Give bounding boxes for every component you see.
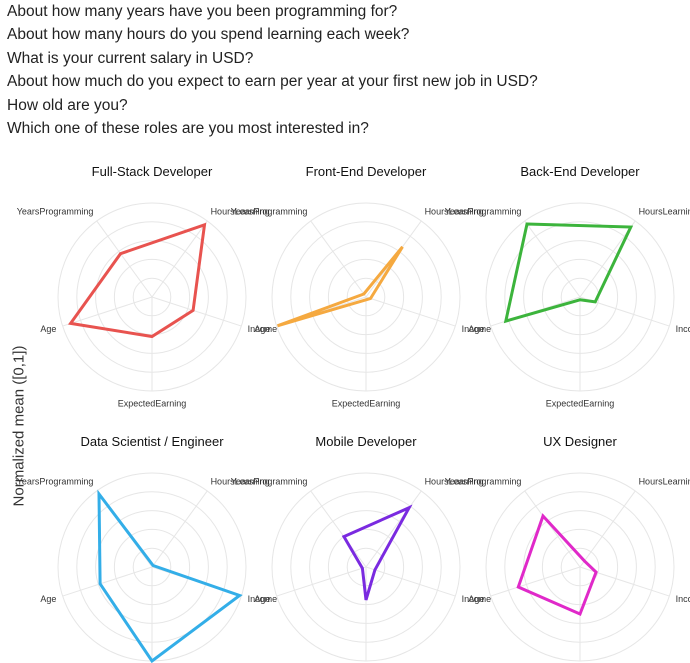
axis-label-income: Income: [462, 594, 492, 604]
axis-label-hourslearning: HoursLearning: [211, 206, 270, 216]
axis-label-hourslearning: HoursLearning: [425, 206, 484, 216]
axis-label-hourslearning: HoursLearning: [639, 206, 690, 216]
grid-spoke: [62, 296, 153, 327]
series-polygon-data-scientist-engineer: [97, 489, 243, 663]
axis-label-income: Income: [462, 324, 492, 334]
axis-label-income: Income: [248, 324, 278, 334]
grid-spoke: [96, 220, 153, 298]
axis-label-income: Income: [676, 324, 690, 334]
panel-title: Mobile Developer: [315, 434, 417, 449]
grid-spoke: [276, 566, 367, 597]
question-current-salary: What is your current salary in USD?: [7, 49, 254, 67]
axis-label-yearsprogramming: YearsProgramming: [445, 476, 522, 486]
axis-label-yearsprogramming: YearsProgramming: [445, 206, 522, 216]
grid-spoke: [524, 220, 581, 298]
grid-spoke: [365, 566, 456, 597]
grid-spoke: [524, 490, 581, 568]
axis-label-income: Income: [248, 594, 278, 604]
question-age: How old are you?: [7, 96, 128, 114]
question-years-programming: About how many years have you been progr…: [7, 3, 398, 20]
question-hours-learning: About how many hours do you spend learni…: [7, 26, 410, 44]
grid-spoke: [62, 566, 153, 597]
grid-spoke: [151, 220, 208, 298]
series-polygon-ux-designer: [516, 513, 598, 617]
axis-label-age: Age: [468, 324, 484, 334]
grid-spoke: [151, 296, 242, 327]
series-polygon-back-end-developer: [503, 222, 634, 324]
axis-label-expectedearning: ExpectedEarning: [332, 399, 401, 409]
axis-label-age: Age: [254, 594, 270, 604]
axis-label-yearsprogramming: YearsProgramming: [231, 476, 308, 486]
grid-spoke: [310, 220, 367, 298]
axis-label-yearsprogramming: YearsProgramming: [231, 206, 308, 216]
axis-label-age: Age: [468, 594, 484, 604]
panel-title: UX Designer: [543, 434, 617, 449]
series-polygon-front-end-developer: [276, 245, 404, 328]
series-polygon-full-stack-developer: [67, 222, 207, 339]
radar-panel-front-end-developer: YearsProgramming HoursLearning Income Expec…: [231, 164, 491, 409]
survey-questions: About how many years have you been progr…: [7, 0, 538, 140]
axis-label-expectedearning: ExpectedEarning: [118, 399, 187, 409]
axis-label-yearsprogramming: YearsProgramming: [17, 206, 94, 216]
axis-label-age: Age: [254, 324, 270, 334]
radar-panel-mobile-developer: YearsProgrammingHoursLearningIncomeExpec…: [231, 434, 492, 662]
panel-title: Full-Stack Developer: [92, 164, 213, 179]
axis-label-hourslearning: HoursLearning: [425, 476, 484, 486]
series-polygon-mobile-developer: [341, 504, 413, 601]
axis-label-expectedearning: ExpectedEarning: [546, 399, 615, 409]
grid-spoke: [490, 566, 581, 597]
question-expected-earning: About how much do you expect to earn per…: [7, 73, 538, 91]
axis-label-income: Income: [676, 594, 690, 604]
axis-label-hourslearning: HoursLearning: [211, 476, 270, 486]
grid-spoke: [365, 296, 456, 327]
axis-label-yearsprogramming: YearsProgramming: [17, 476, 94, 486]
question-role-interest: Which one of these roles are you most in…: [7, 120, 369, 138]
axis-label-age: Age: [40, 594, 56, 604]
grid-spoke: [579, 490, 636, 568]
radar-panel-full-stack-developer: YearsProgramming HoursLearning Income Expec…: [17, 164, 277, 409]
panel-title: Back-End Developer: [520, 164, 640, 179]
grid-spoke: [365, 490, 422, 568]
grid-spoke: [310, 490, 367, 568]
axis-label-age: Age: [40, 324, 56, 334]
axis-label-hourslearning: HoursLearning: [639, 476, 690, 486]
panel-title: Data Scientist / Engineer: [80, 434, 224, 449]
panel-title: Front-End Developer: [306, 164, 427, 179]
radar-panel-back-end-developer: YearsProgramming HoursLearning Income Expec…: [445, 164, 690, 409]
grid-spoke: [151, 490, 208, 568]
radar-panel-ux-designer: YearsProgrammingHoursLearningIncomeExpec…: [445, 434, 690, 662]
radar-panel-data-scientist-engineer: YearsProgrammingHoursLearningIncomeExpec…: [17, 434, 277, 663]
